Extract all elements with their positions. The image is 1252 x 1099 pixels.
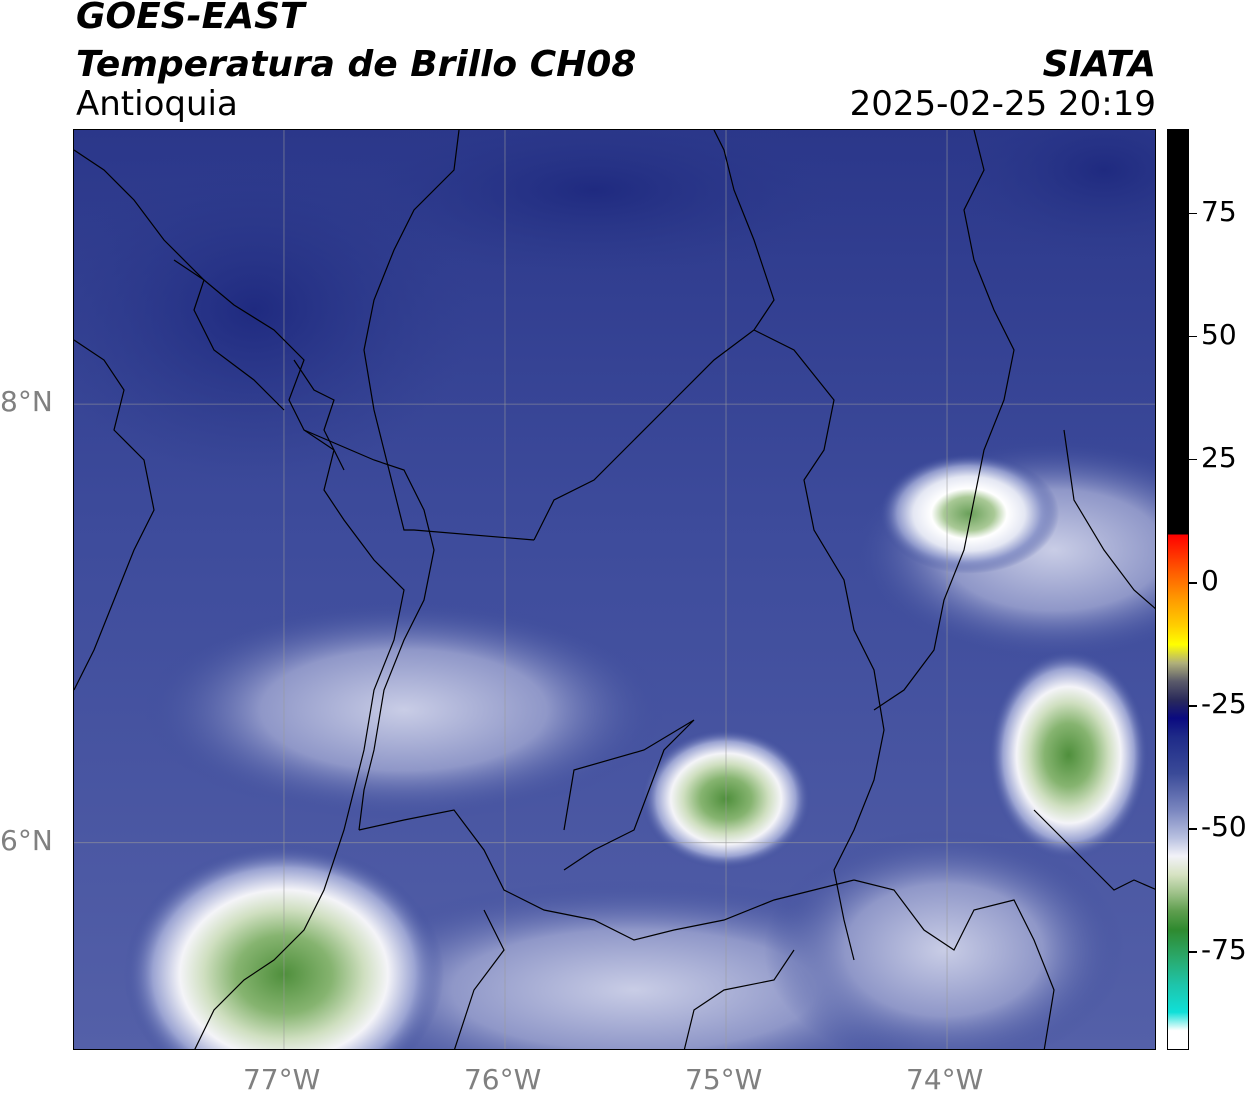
- department-border: [363, 130, 535, 541]
- department-border: [533, 130, 775, 541]
- dark-region: [334, 130, 854, 280]
- colorbar-tick-mark: [1189, 582, 1197, 584]
- colorbar-tick-label: -75: [1201, 933, 1247, 967]
- dark-region: [74, 140, 474, 480]
- cloud-band: [879, 453, 1060, 574]
- map-panel: [73, 129, 1156, 1050]
- colorbar-tick-mark: [1189, 828, 1197, 830]
- temperature-colorbar: [1167, 129, 1189, 1050]
- dark-region: [944, 130, 1155, 260]
- haze-band: [764, 830, 1124, 1049]
- colorbar-tick-label: -25: [1201, 687, 1247, 721]
- department-border: [753, 329, 885, 961]
- colorbar-tick-mark: [1189, 458, 1197, 461]
- satellite-title: GOES-EAST: [76, 0, 305, 37]
- colorbar-tick-mark: [1189, 212, 1197, 215]
- brightness-temperature-map: [74, 130, 1155, 1049]
- colorbar-tick-label: -50: [1201, 810, 1247, 844]
- department-border: [683, 949, 795, 1049]
- haze-band: [144, 600, 664, 820]
- administrative-borders: [74, 130, 1155, 1049]
- region-title: Antioquia: [76, 84, 238, 124]
- colorbar-tick-label: 25: [1201, 440, 1237, 474]
- department-border: [1063, 429, 1155, 610]
- gridlines: [74, 130, 1155, 1049]
- longitude-tick-label: 77°W: [242, 1063, 321, 1096]
- department-border: [358, 809, 855, 941]
- latitude-tick-label: 6°N: [0, 823, 53, 857]
- colorbar-tick-label: 50: [1201, 317, 1237, 351]
- organization-title: SIATA: [1042, 44, 1156, 85]
- coastline: [293, 359, 345, 471]
- department-border: [853, 879, 1055, 1049]
- department-border: [563, 719, 695, 871]
- coastline: [74, 339, 155, 691]
- coastline: [173, 259, 285, 411]
- longitude-tick-label: 76°W: [463, 1063, 542, 1096]
- colorbar-tick-label: 75: [1201, 194, 1237, 228]
- colorbar-tick-label: 0: [1201, 564, 1219, 598]
- department-border: [873, 130, 1015, 711]
- department-border: [303, 429, 435, 831]
- colorbar-tick-mark: [1189, 705, 1197, 707]
- department-border: [454, 909, 505, 1049]
- datetime-label: 2025-02-25 20:19: [849, 84, 1156, 124]
- latitude-tick-label: 8°N: [0, 385, 53, 419]
- warm-cloud: [988, 649, 1149, 860]
- colorbar-tick-mark: [1189, 951, 1197, 953]
- department-border: [1033, 809, 1155, 891]
- longitude-tick-label: 75°W: [685, 1063, 763, 1096]
- product-title: Temperatura de Brillo CH08: [76, 44, 637, 85]
- colorbar-tick-mark: [1189, 335, 1197, 338]
- longitude-tick-label: 74°W: [906, 1063, 984, 1096]
